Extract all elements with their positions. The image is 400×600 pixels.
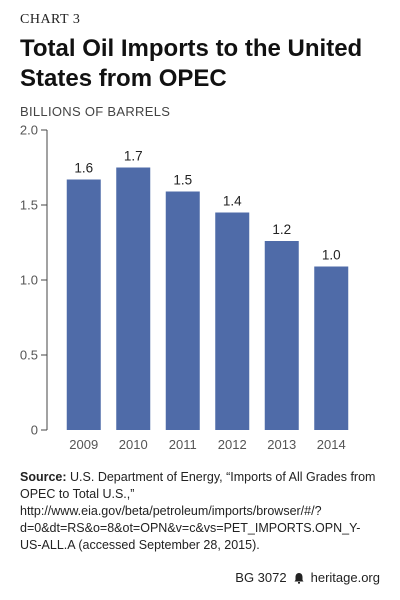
site-name: heritage.org bbox=[310, 570, 380, 585]
bar bbox=[314, 266, 349, 430]
y-tick-label: 1.0 bbox=[20, 273, 38, 288]
x-tick-label: 2012 bbox=[218, 437, 247, 452]
bar bbox=[165, 191, 200, 430]
y-axis-label: BILLIONS OF BARRELS bbox=[20, 104, 171, 119]
bar bbox=[116, 167, 151, 430]
bar-value-label: 1.6 bbox=[74, 161, 93, 176]
bar-value-label: 1.7 bbox=[124, 149, 143, 164]
x-tick-label: 2014 bbox=[317, 437, 346, 452]
x-tick-label: 2010 bbox=[119, 437, 148, 452]
report-code: BG 3072 bbox=[235, 570, 287, 585]
bar bbox=[66, 179, 101, 430]
source-note: Source: U.S. Department of Energy, “Impo… bbox=[20, 469, 380, 554]
x-tick-label: 2009 bbox=[69, 437, 98, 452]
footer: BG 3072 heritage.org bbox=[235, 570, 380, 585]
page-title: Total Oil Imports to the United States f… bbox=[20, 35, 363, 92]
y-tick-label: 2.0 bbox=[20, 123, 38, 138]
bar-value-label: 1.4 bbox=[223, 194, 242, 209]
x-tick-label: 2013 bbox=[267, 437, 296, 452]
bar bbox=[215, 212, 250, 430]
y-tick-label: 0 bbox=[31, 423, 38, 438]
source-lead: Source: bbox=[20, 470, 67, 484]
bell-icon bbox=[294, 572, 304, 584]
x-tick-label: 2011 bbox=[169, 437, 197, 452]
y-tick-label: 0.5 bbox=[20, 348, 38, 363]
y-tick-label: 1.5 bbox=[20, 198, 38, 213]
chart-number: CHART 3 bbox=[20, 12, 81, 27]
bar-value-label: 1.5 bbox=[173, 173, 192, 188]
bar-value-label: 1.2 bbox=[272, 222, 291, 237]
bar-value-label: 1.0 bbox=[322, 248, 341, 263]
source-text: U.S. Department of Energy, “Imports of A… bbox=[20, 470, 376, 552]
bar bbox=[264, 241, 299, 430]
